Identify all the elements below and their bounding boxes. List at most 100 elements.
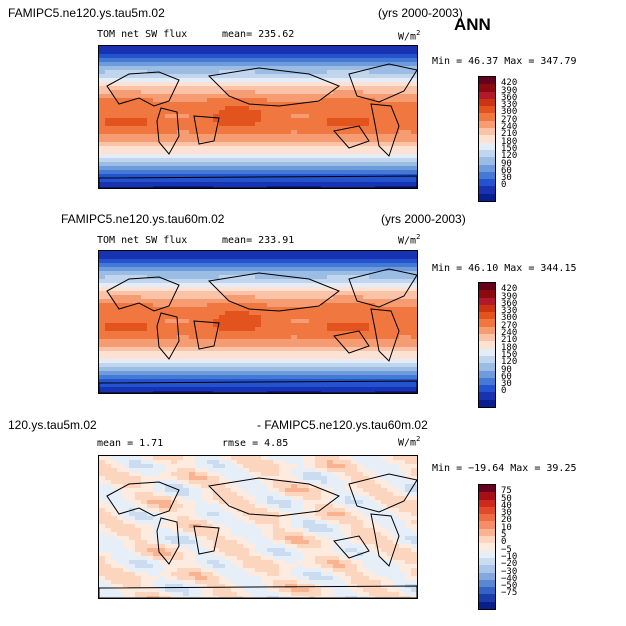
- contour-cell: [135, 488, 142, 493]
- contour-cell: [189, 110, 196, 115]
- contour-cell: [255, 387, 262, 392]
- contour-cell: [231, 528, 238, 533]
- contour-cell: [333, 58, 340, 63]
- contour-cell: [267, 351, 274, 356]
- contour-cell: [399, 480, 406, 485]
- contour-cell: [195, 383, 202, 388]
- contour-cell: [387, 118, 394, 123]
- contour-cell: [345, 94, 352, 99]
- contour-cell: [387, 158, 394, 163]
- contour-cell: [273, 94, 280, 99]
- contour-cell: [189, 464, 196, 469]
- contour-cell: [387, 74, 394, 79]
- contour-cell: [375, 500, 382, 505]
- contour-cell: [273, 66, 280, 71]
- contour-cell: [105, 259, 112, 264]
- contour-cell: [273, 303, 280, 308]
- contour-cell: [201, 500, 208, 505]
- contour-cell: [339, 118, 346, 123]
- contour-cell: [339, 283, 346, 288]
- contour-cell: [207, 134, 214, 139]
- contour-cell: [243, 476, 250, 481]
- contour-cell: [201, 323, 208, 328]
- contour-cell: [315, 367, 322, 372]
- contour-cell: [165, 287, 172, 292]
- contour-cell: [195, 66, 202, 71]
- contour-cell: [129, 351, 136, 356]
- contour-cell: [369, 146, 376, 151]
- contour-cell: [243, 166, 250, 171]
- contour-cell: [159, 363, 166, 368]
- contour-cell: [381, 504, 388, 509]
- contour-cell: [285, 375, 292, 380]
- contour-cell: [213, 508, 220, 513]
- contour-cell: [189, 58, 196, 63]
- contour-cell: [135, 315, 142, 320]
- contour-cell: [327, 146, 334, 151]
- contour-cell: [399, 166, 406, 171]
- contour-cell: [177, 504, 184, 509]
- contour-cell: [303, 170, 310, 175]
- contour-cell: [411, 311, 417, 316]
- contour-cell: [279, 263, 286, 268]
- contour-cell: [327, 82, 334, 87]
- contour-cell: [291, 66, 298, 71]
- contour-cell: [135, 62, 142, 67]
- contour-cell: [339, 488, 346, 493]
- contour-cell: [243, 263, 250, 268]
- contour-cell: [369, 323, 376, 328]
- contour-cell: [351, 520, 358, 525]
- contour-cell: [153, 263, 160, 268]
- contour-cell: [291, 82, 298, 87]
- contour-cell: [327, 335, 334, 340]
- colorbar-swatch: [479, 290, 495, 299]
- contour-cell: [249, 343, 256, 348]
- contour-cell: [135, 154, 142, 159]
- contour-cell: [141, 94, 148, 99]
- contour-cell: [411, 524, 417, 529]
- contour-cell: [309, 371, 316, 376]
- contour-cell: [99, 146, 106, 151]
- contour-cell: [375, 154, 382, 159]
- contour-cell: [297, 106, 304, 111]
- contour-cell: [249, 379, 256, 384]
- contour-cell: [177, 351, 184, 356]
- contour-cell: [99, 186, 106, 188]
- contour-cell: [267, 174, 274, 179]
- contour-cell: [183, 315, 190, 320]
- contour-cell: [291, 456, 298, 461]
- contour-cell: [123, 335, 130, 340]
- contour-cell: [189, 532, 196, 537]
- contour-cell: [177, 496, 184, 501]
- contour-cell: [189, 74, 196, 79]
- contour-cell: [273, 476, 280, 481]
- contour-cell: [213, 343, 220, 348]
- contour-cell: [255, 263, 262, 268]
- contour-cell: [159, 271, 166, 276]
- contour-cell: [171, 488, 178, 493]
- contour-cell: [159, 391, 166, 393]
- contour-cell: [117, 58, 124, 63]
- contour-cell: [345, 391, 352, 393]
- contour-cell: [195, 259, 202, 264]
- contour-cell: [381, 166, 388, 171]
- contour-cell: [129, 476, 136, 481]
- contour-cell: [99, 82, 106, 87]
- contour-cell: [105, 170, 112, 175]
- contour-cell: [381, 106, 388, 111]
- contour-cell: [231, 375, 238, 380]
- contour-cell: [99, 480, 106, 485]
- contour-cell: [159, 291, 166, 296]
- contour-cell: [393, 90, 400, 95]
- contour-cell: [165, 323, 172, 328]
- contour-cell: [279, 102, 286, 107]
- contour-cell: [273, 271, 280, 276]
- contour-cell: [351, 271, 358, 276]
- contour-cell: [153, 500, 160, 505]
- contour-cell: [333, 335, 340, 340]
- contour-cell: [189, 114, 196, 119]
- contour-cell: [261, 335, 268, 340]
- contour-cell: [189, 323, 196, 328]
- contour-cell: [405, 259, 412, 264]
- contour-cell: [273, 327, 280, 332]
